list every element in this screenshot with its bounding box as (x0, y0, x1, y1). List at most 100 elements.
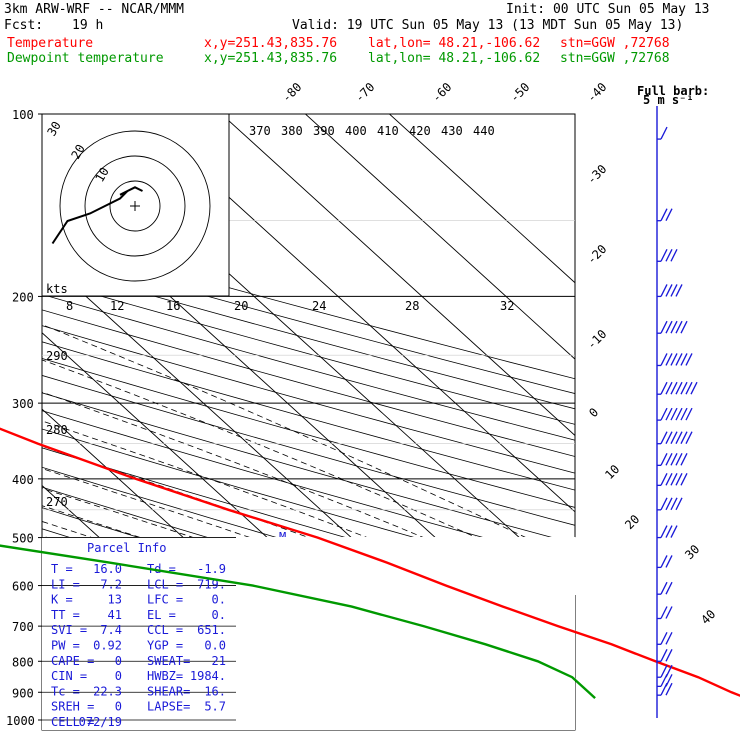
wind-barb-flag (690, 381, 698, 395)
wind-barb-flag (660, 664, 668, 678)
parcel-info-value: 16.0 (93, 562, 122, 576)
wind-barb-flag (660, 353, 668, 366)
wind-barb-flag (660, 284, 668, 297)
legend-temperature-station: stn=GGW ,72768 (560, 36, 670, 51)
theta-label: 430 (441, 124, 463, 138)
wind-barb-flag (670, 473, 678, 486)
parcel-info-value: 0 (115, 700, 122, 714)
isobar-label-100: 100 (12, 108, 34, 122)
wind-barb-flag (660, 631, 668, 645)
temp-label-right: 10 (602, 462, 622, 482)
isobar-label-700: 700 (12, 620, 34, 634)
temp-label-top: -60 (429, 80, 454, 105)
legend-dewpoint-station: stn=GGW ,72768 (560, 51, 670, 66)
wind-barb-flag (665, 648, 673, 662)
temp-label-right: 30 (682, 542, 702, 562)
isotherm-line (388, 114, 575, 284)
wind-barb-flag (670, 497, 678, 511)
wind-barb-flag (660, 555, 668, 568)
wind-barb-flag (665, 631, 673, 645)
dry-adiabat-line (42, 293, 575, 441)
wind-barb-flag (680, 407, 688, 421)
forecast-label: Fcst: (4, 18, 44, 33)
wind-barb-flag (665, 320, 673, 334)
mixing-ratio-label-upper: 12 (110, 299, 124, 313)
temp-label-top: -50 (507, 80, 532, 105)
temp-label-top: -40 (584, 80, 609, 105)
wind-barb-flag (665, 208, 673, 222)
wind-barb-flag (675, 497, 683, 511)
dry-adiabat-line (42, 341, 575, 491)
model-title: 3km ARW-WRF -- NCAR/MMM (4, 2, 185, 17)
temperature-line (0, 427, 740, 697)
parcel-info-title: Parcel Info (87, 541, 166, 555)
parcel-info-value: 7.4 (100, 623, 122, 637)
parcel-info-key: Tc = (51, 684, 80, 698)
theta-label: 440 (473, 124, 495, 138)
wind-header-line2: 5 m s⁻¹ (643, 93, 694, 107)
wind-barb-flag (675, 407, 683, 421)
wind-barb-flag (660, 431, 668, 444)
wind-barb-flag (665, 473, 673, 486)
wind-barb-flag (660, 381, 668, 395)
wind-barb-flag (660, 126, 668, 140)
legend-dewpoint-latlon: lat,lon= 48.21,-106.62 (368, 51, 541, 66)
wind-barb-flag (660, 208, 668, 222)
temp-label-right: 0 (586, 405, 601, 420)
temp-label-right: -20 (584, 242, 609, 267)
legend-dewpoint-name: Dewpoint temperature (7, 51, 164, 66)
isobar-label-300: 300 (12, 397, 34, 411)
parcel-info-value: 0 (115, 654, 122, 668)
wind-barb-flag (665, 284, 673, 297)
parcel-info-key: PW = (51, 639, 80, 653)
wind-barb-flag (660, 606, 668, 619)
temp-label-top: -70 (352, 80, 377, 105)
wind-barb-flag (670, 284, 678, 297)
legend-temperature-latlon: lat,lon= 48.21,-106.62 (368, 36, 541, 51)
parcel-info-value: 16. (204, 684, 226, 698)
isobar-label-500: 500 (12, 532, 34, 546)
dry-adiabat-line (42, 249, 575, 395)
parcel-info-value: 651. (197, 623, 226, 637)
isobar-label-400: 400 (12, 473, 34, 487)
parcel-info-value: 0. (212, 593, 226, 607)
hodograph-ring (84, 155, 186, 257)
wind-barb-flag (665, 407, 673, 421)
valid-time: Valid: 19 UTC Sun 05 May 13 (13 MDT Sun … (292, 18, 684, 33)
mixing-ratio-label-upper: 16 (166, 299, 180, 313)
wind-barb-flag (670, 248, 678, 262)
wind-barb-flag (675, 431, 683, 444)
parcel-info-value: 0.92 (93, 639, 122, 653)
wind-barb-flag (665, 497, 673, 511)
parcel-info-value: 0.0 (204, 639, 226, 653)
temp-label-right: 40 (698, 607, 718, 627)
hodograph-ring-label: 10 (92, 165, 111, 185)
wind-barb-flag (660, 473, 668, 486)
theta-label-left: 280 (46, 423, 68, 437)
wind-barb-flag (660, 648, 668, 662)
parcel-info-key: CIN = (51, 669, 87, 683)
parcel-info-key: K = (51, 593, 73, 607)
temp-label-right: 20 (622, 512, 642, 532)
wind-barb-flag (660, 525, 668, 538)
wind-barb-flag (670, 407, 678, 421)
wind-barb-flag (660, 497, 668, 511)
wind-barb-flag (680, 431, 688, 444)
init-time: Init: 00 UTC Sun 05 May 13 (506, 2, 710, 17)
isobar-label-200: 200 (12, 290, 34, 304)
wind-barb-flag (685, 381, 693, 395)
wind-barb-flag (665, 606, 673, 619)
parcel-info-value: 13 (108, 593, 122, 607)
theta-label: 380 (281, 124, 303, 138)
wind-barb-flag (675, 284, 683, 297)
parcel-info-key: YGP = (147, 639, 183, 653)
wind-barb-flag (660, 581, 668, 595)
wind-header-line1: Full barb: (637, 84, 709, 98)
parcel-info-key: SVI = (51, 623, 87, 637)
legend-temperature-xy: x,y=251.43,835.76 (204, 36, 338, 51)
wind-barb-flag (675, 353, 683, 366)
wind-barb-flag (660, 674, 668, 687)
hodograph-ring (109, 180, 161, 232)
